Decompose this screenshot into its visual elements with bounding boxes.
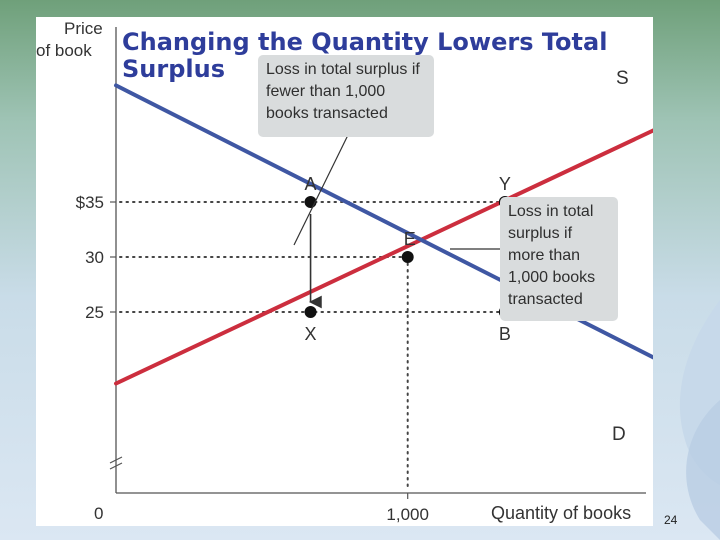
- axis-break-mark: [109, 456, 123, 464]
- decorative-swoosh: [679, 300, 720, 540]
- y-tick-label: 30: [85, 248, 104, 267]
- origin-label: 0: [94, 504, 103, 523]
- y-axis-label-line1: Price: [64, 19, 103, 38]
- point-x: [304, 306, 317, 318]
- y-axis-label-line2: of book: [36, 41, 92, 60]
- axis-break-mark: [109, 462, 123, 470]
- series-label-s: S: [616, 68, 629, 89]
- callout-1-pointer: [293, 134, 349, 246]
- chart-panel: Price of book Quantity of books 0 $35 30 25 1,0…: [36, 17, 653, 526]
- point-label-a: A: [305, 174, 317, 194]
- y-tick-label: 25: [85, 303, 104, 322]
- series-label-d: D: [612, 424, 626, 445]
- callout-more-than-1000: Loss in total surplus if more than 1,000…: [500, 197, 618, 321]
- series-line-d: [114, 83, 653, 360]
- point-label-y: Y: [499, 174, 511, 194]
- point-label-e: E: [404, 229, 416, 249]
- callout-fewer-than-1000: Loss in total surplus if fewer than 1,00…: [258, 55, 434, 137]
- x-axis-label: Quantity of books: [491, 503, 631, 523]
- series-line-s: [114, 128, 653, 386]
- point-e: [401, 251, 414, 263]
- supply-demand-chart: Price of book Quantity of books 0 $35 30 25 1,0…: [36, 19, 653, 524]
- slide-title: Changing the Quantity Lowers Total Surpl…: [122, 28, 608, 83]
- point-label-x: X: [305, 324, 317, 344]
- point-label-b: B: [499, 324, 511, 344]
- x-tick-label: 1,000: [386, 505, 429, 524]
- y-tick-label: $35: [76, 193, 104, 212]
- callout-more-than-1000-text: Loss in total surplus if more than 1,000…: [500, 197, 618, 321]
- callout-fewer-than-1000-text: Loss in total surplus if fewer than 1,00…: [258, 55, 434, 137]
- page-number: 24: [664, 513, 678, 527]
